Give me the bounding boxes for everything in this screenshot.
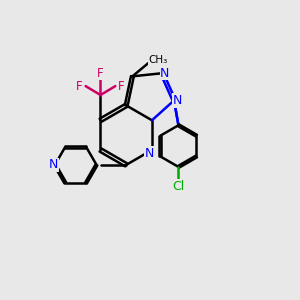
- Text: N: N: [145, 147, 154, 160]
- Text: F: F: [118, 80, 124, 93]
- Text: CH₃: CH₃: [148, 55, 167, 65]
- Text: F: F: [97, 67, 104, 80]
- Text: Cl: Cl: [172, 180, 184, 193]
- Text: F: F: [76, 80, 83, 93]
- Text: N: N: [160, 67, 170, 80]
- Text: N: N: [49, 158, 58, 171]
- Text: N: N: [172, 94, 182, 107]
